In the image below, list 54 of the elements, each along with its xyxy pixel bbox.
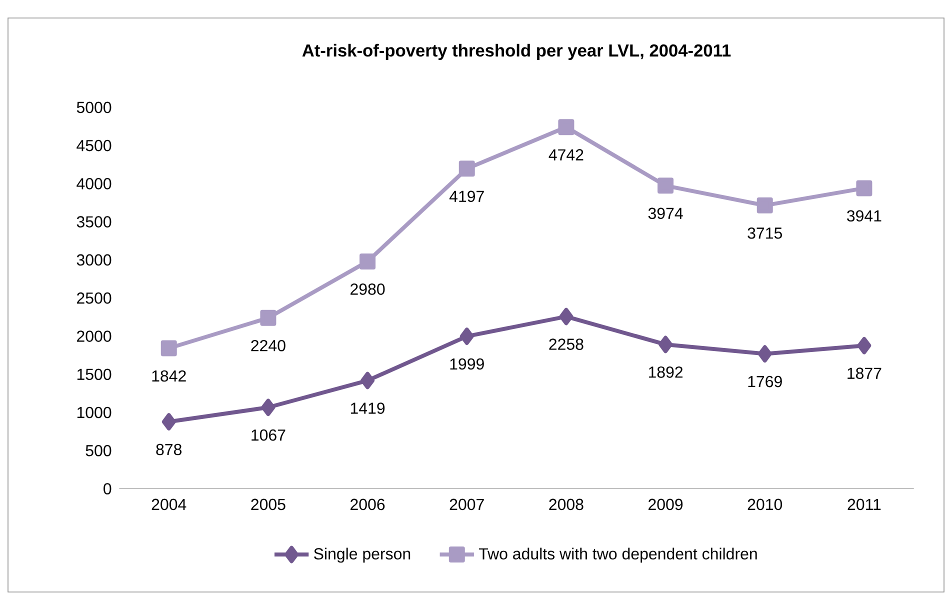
x-tick-label: 2005 [251,498,286,510]
data-label: 1842 [152,370,186,382]
y-tick-label: 0 [104,483,112,494]
data-label: 1892 [648,366,683,378]
x-tick-label: 2006 [350,498,385,510]
y-tick-label: 500 [86,444,112,456]
point [856,180,872,196]
point [160,340,177,356]
point [460,328,474,345]
data-label: 2240 [251,340,286,352]
y-tick-label: 5000 [76,102,112,114]
point [558,119,574,136]
point [458,160,475,177]
y-tick-label: 4500 [76,140,112,152]
data-label: 4742 [548,149,584,160]
x-tick-label: 2007 [450,498,484,510]
data-label: 1769 [748,376,782,388]
data-label: 1067 [252,429,286,441]
x-tick-label: 2010 [748,498,782,510]
data-label: 3715 [748,227,782,239]
point [261,398,276,416]
data-label: 1999 [450,358,484,370]
y-tick-label: 2000 [77,330,112,342]
data-label: 2258 [549,338,584,350]
y-tick-label: 2500 [77,292,112,304]
point [360,372,375,390]
y-tick-label: 3500 [76,216,112,228]
point [260,310,276,326]
x-tick-label: 2009 [648,498,683,510]
y-tick-label: 3000 [76,254,112,266]
x-tick-label: 2011 [848,498,881,510]
data-label: 4197 [449,190,484,202]
data-label: 3974 [648,208,683,220]
data-label: 878 [156,444,182,456]
point [360,253,376,270]
x-tick-label: 2008 [549,498,584,510]
data-label: 1877 [848,368,882,379]
data-label: 1419 [350,402,385,414]
point [758,345,772,363]
point [658,178,674,194]
point [559,308,574,326]
data-label: 2980 [350,284,385,295]
point [162,413,176,430]
legend-label: Two adults with two dependent children [478,548,757,563]
y-tick-label: 1000 [77,406,112,418]
legend-label: Single person [314,548,410,563]
y-tick-label: 4000 [76,178,112,190]
y-tick-label: 1500 [77,368,112,380]
data-label: 3941 [847,210,882,222]
point [857,336,872,354]
x-tick-label: 2004 [152,498,186,510]
chart-title: At-risk-of-poverty threshold per year LVL, 2004-2011 [302,44,731,60]
point [658,336,673,354]
point [756,197,773,214]
